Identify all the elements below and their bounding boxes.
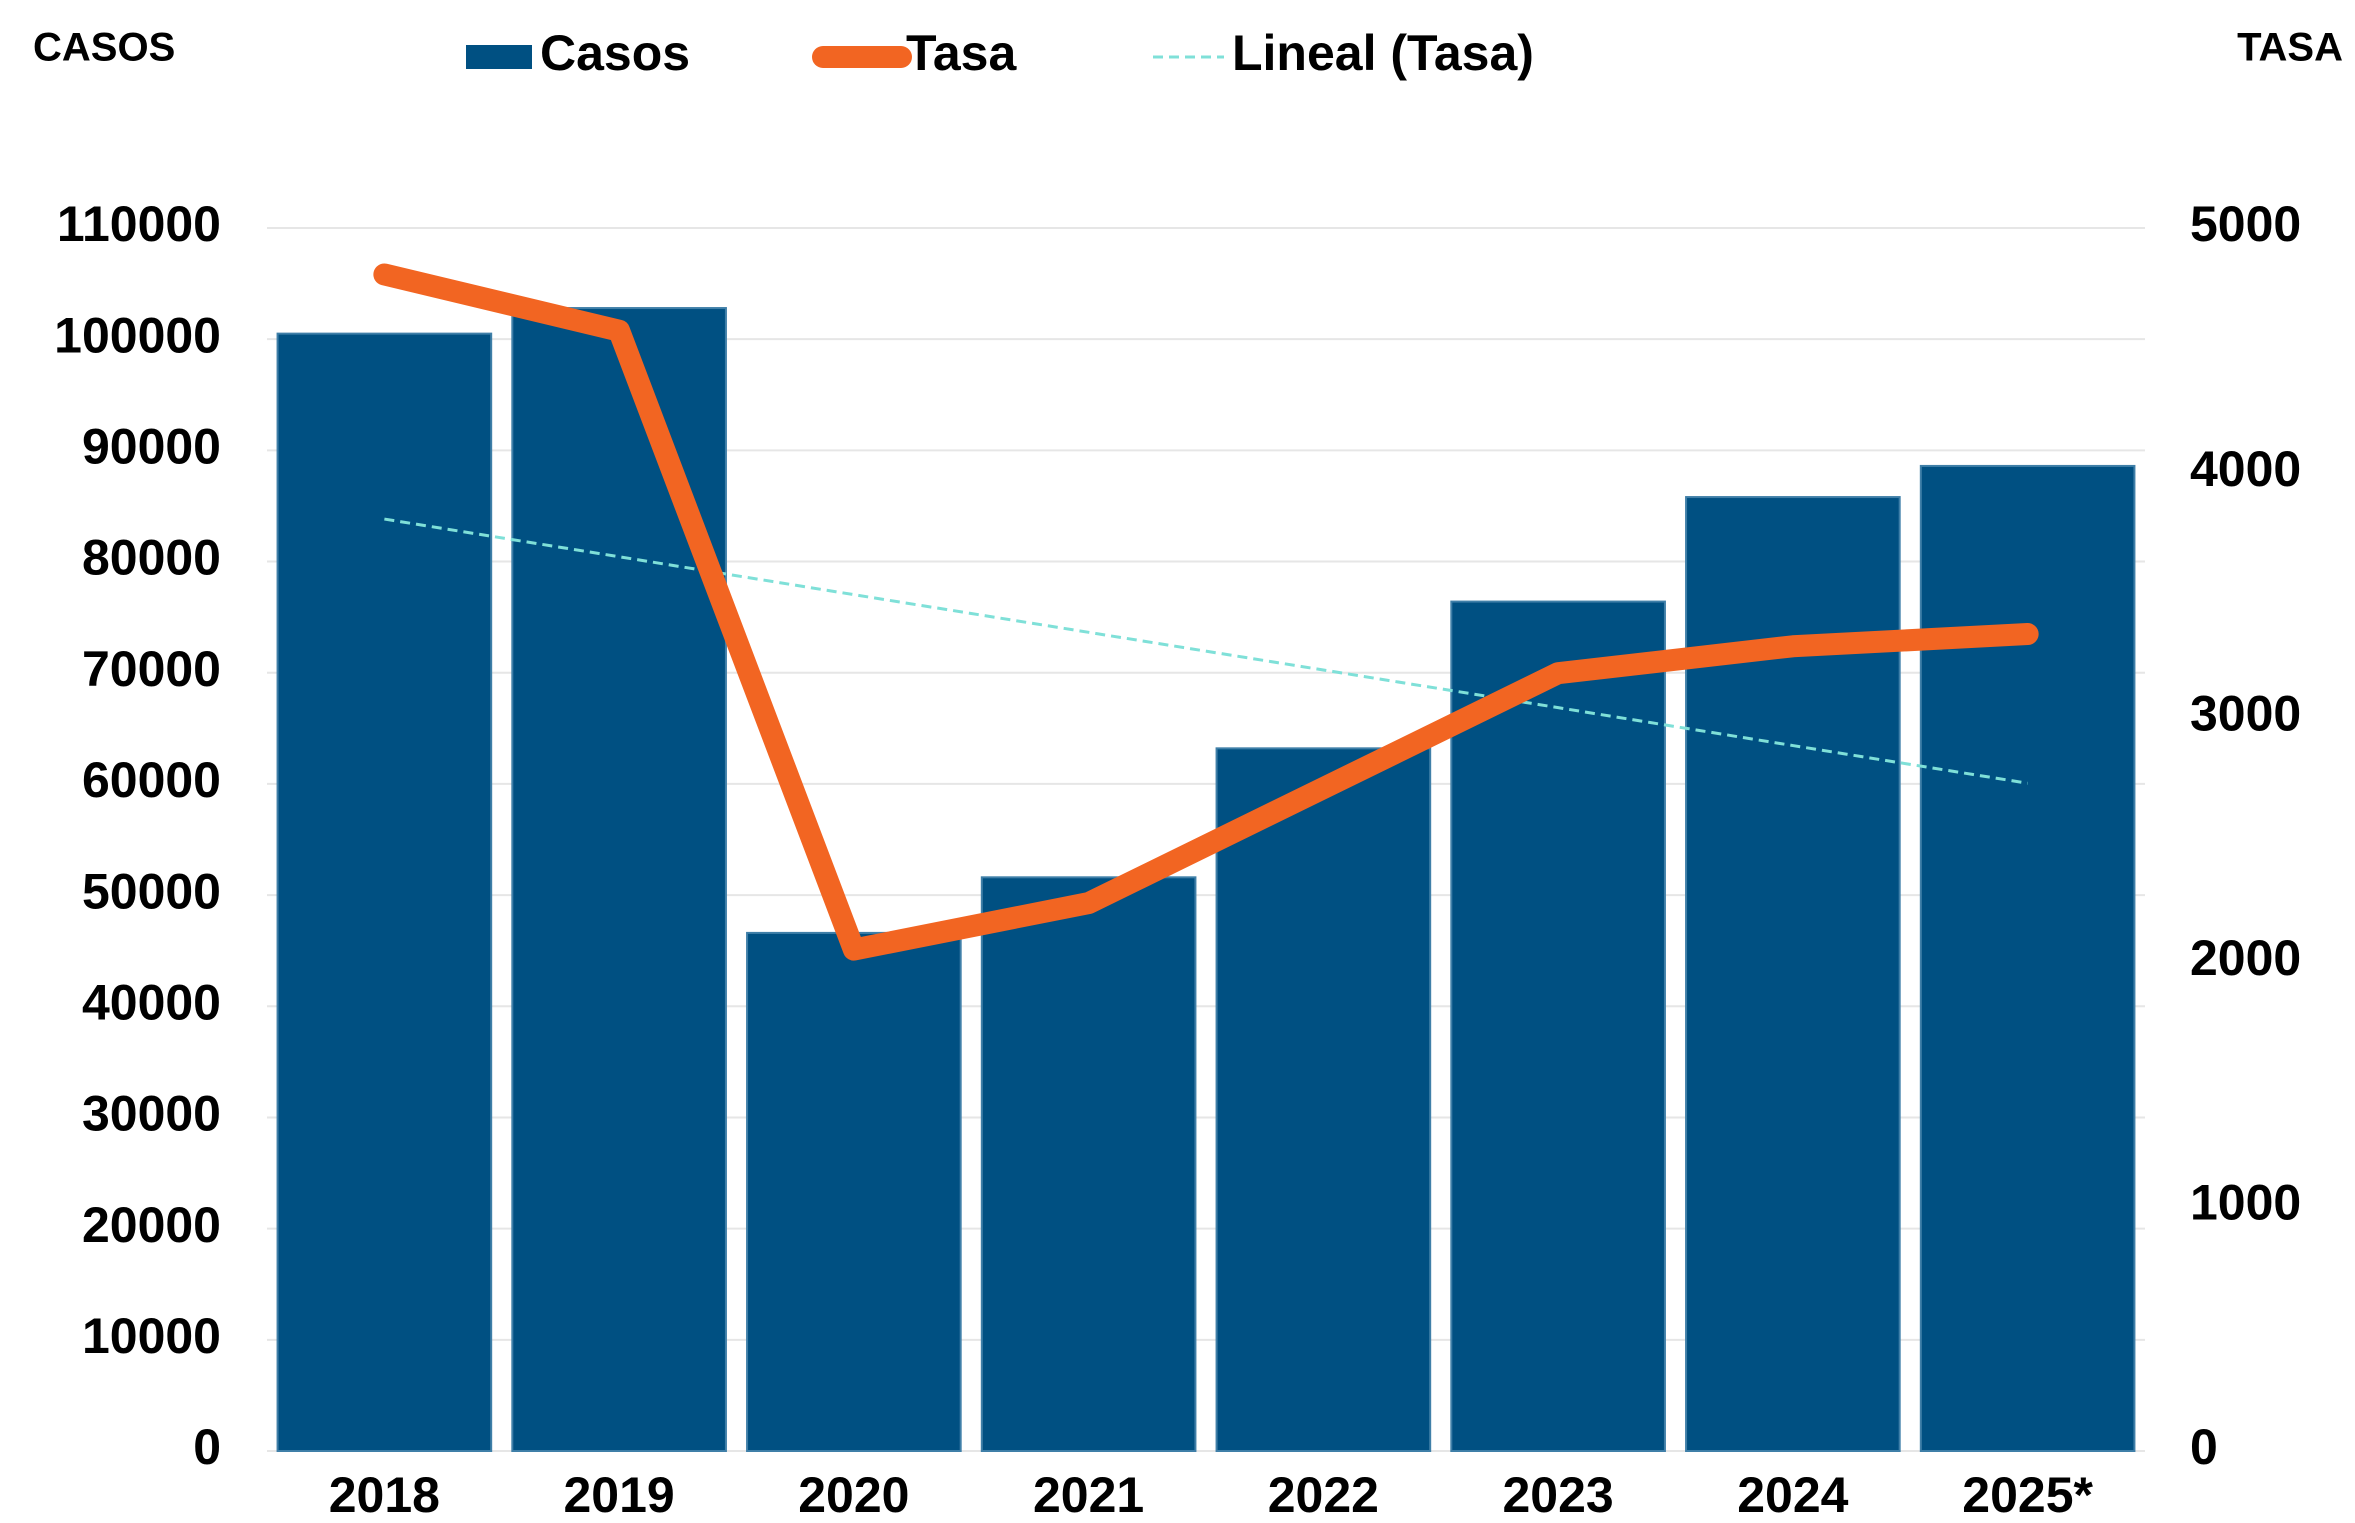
bar	[1450, 600, 1666, 1452]
y-tick-label: 10000	[82, 1308, 221, 1364]
y-tick-label: 50000	[82, 863, 221, 919]
x-tick-label: 2025*	[1962, 1467, 2093, 1523]
y-tick-label: 60000	[82, 752, 221, 808]
bar	[1215, 747, 1432, 1452]
x-tick-label: 2021	[1033, 1467, 1144, 1523]
legend-label: Lineal (Tasa)	[1232, 25, 1534, 81]
bar	[980, 876, 1197, 1452]
x-tick-label: 2018	[329, 1467, 440, 1523]
legend-swatch	[466, 45, 532, 69]
legend-label: Casos	[540, 25, 690, 81]
y-tick-label: 0	[193, 1419, 221, 1475]
y-tick-label: 70000	[82, 641, 221, 697]
y2-tick-label: 1000	[2190, 1175, 2301, 1231]
x-tick-label: 2022	[1268, 1467, 1379, 1523]
y-tick-label: 100000	[54, 307, 221, 363]
y2-tick-label: 4000	[2190, 441, 2301, 497]
legend-label: Tasa	[906, 25, 1017, 81]
y2-tick-label: 5000	[2190, 196, 2301, 252]
y2-axis-title: TASA	[2237, 26, 2343, 70]
y-tick-label: 110000	[57, 196, 221, 252]
x-tick-label: 2023	[1503, 1467, 1614, 1523]
y2-tick-label: 2000	[2190, 930, 2301, 986]
trend-line	[384, 517, 2028, 785]
y-tick-label: 40000	[82, 974, 221, 1030]
x-tick-label: 2020	[798, 1467, 909, 1523]
y-tick-label: 30000	[82, 1086, 221, 1142]
bar	[511, 307, 727, 1452]
x-tick-label: 2024	[1737, 1467, 1848, 1523]
bar	[1919, 464, 2136, 1452]
x-tick-label: 2019	[564, 1467, 675, 1523]
y-axis-title: CASOS	[33, 26, 175, 70]
y-tick-label: 80000	[82, 530, 221, 586]
bar	[276, 332, 493, 1453]
y-tick-label: 90000	[82, 419, 221, 475]
y2-tick-label: 3000	[2190, 685, 2301, 741]
line	[373, 263, 2039, 961]
y-tick-label: 20000	[82, 1197, 221, 1253]
bar	[746, 931, 962, 1452]
y2-tick-label: 0	[2190, 1419, 2218, 1475]
